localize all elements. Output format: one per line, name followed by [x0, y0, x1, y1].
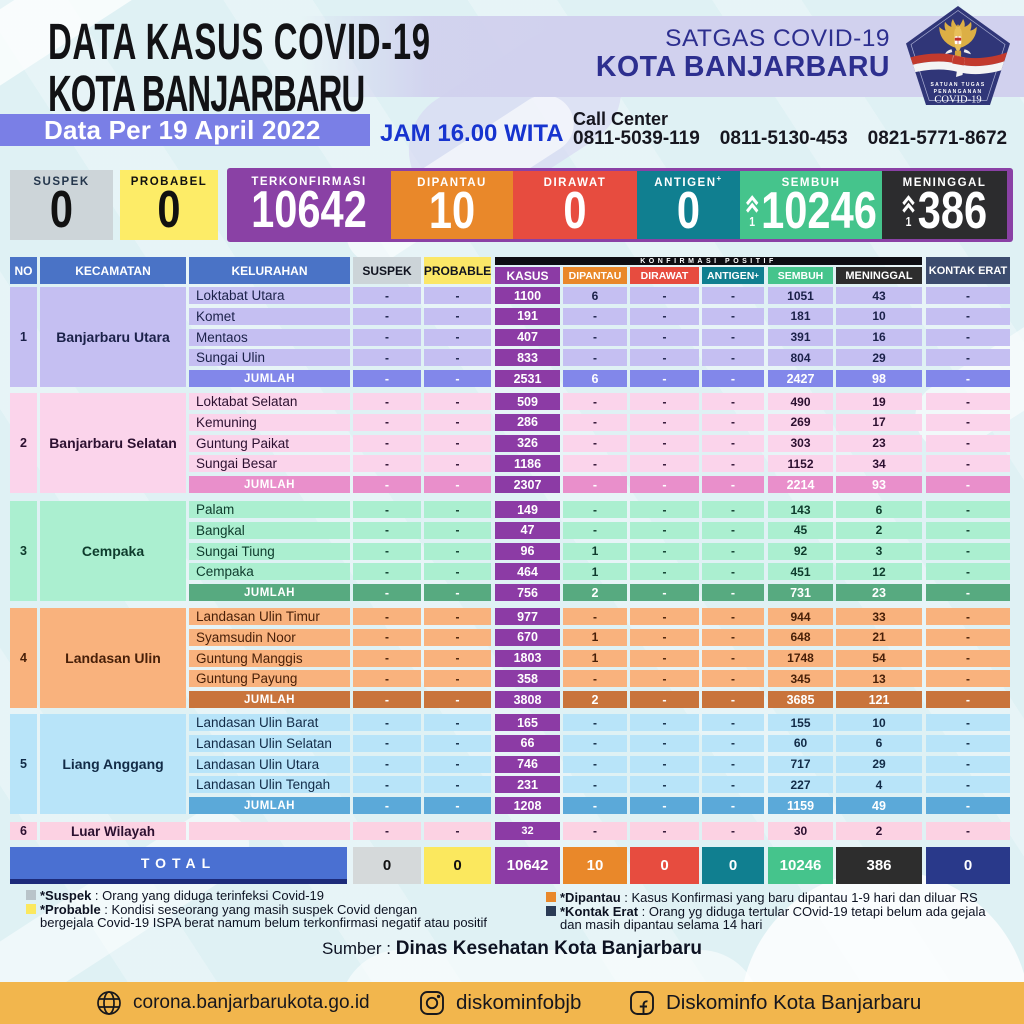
svg-text:PENANGANAN: PENANGANAN [934, 89, 983, 95]
svg-text:1: 1 [906, 215, 912, 228]
svg-text:COVID-19: COVID-19 [934, 95, 981, 106]
svg-text:SATUAN TUGAS: SATUAN TUGAS [931, 82, 986, 88]
svg-text:1: 1 [749, 215, 755, 228]
